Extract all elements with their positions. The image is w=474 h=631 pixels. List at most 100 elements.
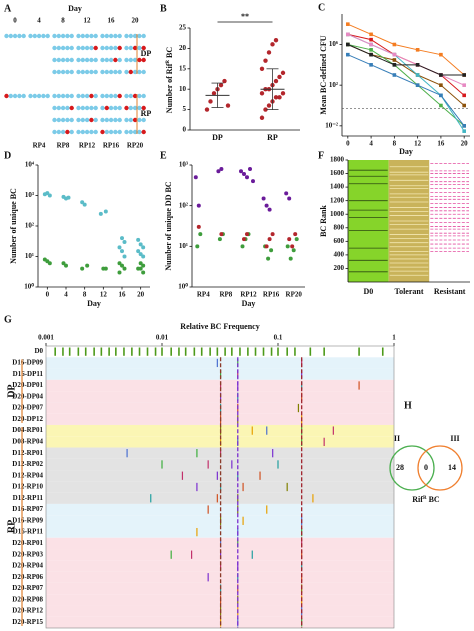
point: [218, 82, 224, 88]
x-axis-label: Day: [399, 147, 413, 156]
x-tick-label: 0.01: [156, 334, 169, 342]
point: [369, 48, 373, 52]
sample-dot: [104, 69, 110, 75]
point: [346, 32, 350, 37]
point: [287, 237, 292, 242]
point: [273, 95, 279, 100]
row-label: D16-RP07: [12, 505, 43, 513]
point: [462, 93, 466, 98]
sample-dot: [137, 93, 142, 99]
point: [216, 169, 221, 174]
sample-dot: [117, 105, 122, 111]
row-background: [46, 458, 394, 471]
sample-dot: [60, 117, 66, 123]
sample-dot: [69, 69, 74, 75]
y-tick-label: 5: [183, 105, 187, 113]
sample-dot: [128, 45, 133, 51]
sample-dot: [100, 129, 105, 135]
sample-dot: [104, 45, 110, 51]
sample-dot: [60, 93, 66, 99]
sample-dot: [52, 105, 57, 111]
y-tick-label: 800: [334, 223, 345, 231]
sample-dot: [52, 117, 57, 123]
point: [290, 244, 295, 249]
point: [392, 52, 397, 57]
sample-dot: [124, 57, 129, 63]
sample-dot: [60, 33, 66, 39]
point: [287, 196, 292, 201]
sample-dot: [65, 117, 70, 123]
sample-dot: [76, 105, 81, 111]
sample-dot: [52, 69, 57, 75]
y-tick-label: 10⁶: [329, 40, 338, 48]
point: [415, 73, 420, 77]
y-tick-label: 1800: [330, 156, 345, 164]
point: [138, 242, 143, 247]
sample-dot: [76, 33, 81, 39]
x-tick-label: RP16: [263, 291, 280, 299]
sample-dot: [21, 93, 26, 99]
group-sample-label: RP12: [79, 142, 96, 150]
sample-dot: [80, 57, 86, 63]
point: [280, 91, 286, 96]
sample-dot: [132, 45, 138, 51]
point: [141, 254, 146, 259]
sample-dot: [124, 93, 129, 99]
sample-dot: [65, 69, 70, 75]
point: [195, 244, 200, 249]
row-label: D20-DP04: [12, 392, 43, 400]
y-axis-label: Number of unique BC: [9, 188, 18, 264]
y-tick-label: 10⁰: [24, 283, 34, 291]
venn-count: 28: [396, 463, 404, 472]
y-axis-label: BC Rank: [319, 205, 328, 237]
point: [120, 263, 124, 268]
panel-label: H: [404, 400, 412, 411]
sample-dot: [93, 117, 98, 123]
group-label: RP: [141, 109, 152, 118]
point: [346, 42, 350, 47]
point: [294, 237, 299, 242]
point: [392, 42, 397, 47]
sample-dot: [113, 33, 118, 39]
x-tick-label: 0: [46, 291, 50, 299]
heatmap-column: [429, 160, 470, 282]
point: [136, 237, 141, 242]
point: [80, 200, 85, 205]
group-sample-label: RP8: [57, 142, 70, 150]
row-label: D20-RP15: [12, 618, 43, 626]
sample-dot: [76, 57, 81, 63]
point: [439, 93, 443, 98]
point: [462, 129, 466, 133]
sample-dot: [137, 33, 142, 39]
sample-dot: [65, 33, 70, 39]
sample-dot: [52, 57, 57, 63]
label-part: Number of Rif: [165, 63, 174, 113]
y-tick-label: 15: [179, 64, 187, 72]
y-tick-label: 10³: [179, 161, 188, 169]
sample-dot: [80, 129, 86, 135]
sample-dot: [32, 93, 37, 99]
sample-dot: [108, 45, 114, 51]
x-tick-label: 16: [437, 140, 445, 148]
series-line: [347, 44, 465, 76]
y-tick-label: 600: [334, 237, 345, 245]
x-tick-label: 0: [346, 140, 350, 148]
point: [280, 70, 286, 76]
sample-dot: [108, 129, 114, 135]
y-axis-label: Number of RifR BC: [165, 47, 174, 114]
y-tick-label: 10²: [25, 222, 34, 230]
x-tick-label: 0: [13, 17, 17, 25]
point: [266, 256, 271, 261]
y-tick-label: 10¹: [25, 252, 34, 260]
sample-dot: [141, 57, 146, 63]
point: [266, 103, 272, 108]
row-label: D12-RP02: [12, 460, 43, 468]
series-line: [347, 54, 465, 127]
group-label: DP: [141, 49, 152, 58]
sample-dot: [52, 93, 57, 99]
sample-dot: [84, 93, 90, 99]
set-label: II: [394, 434, 400, 443]
y-tick-label: 0: [183, 126, 187, 134]
row-background: [46, 346, 394, 358]
point: [439, 103, 443, 108]
